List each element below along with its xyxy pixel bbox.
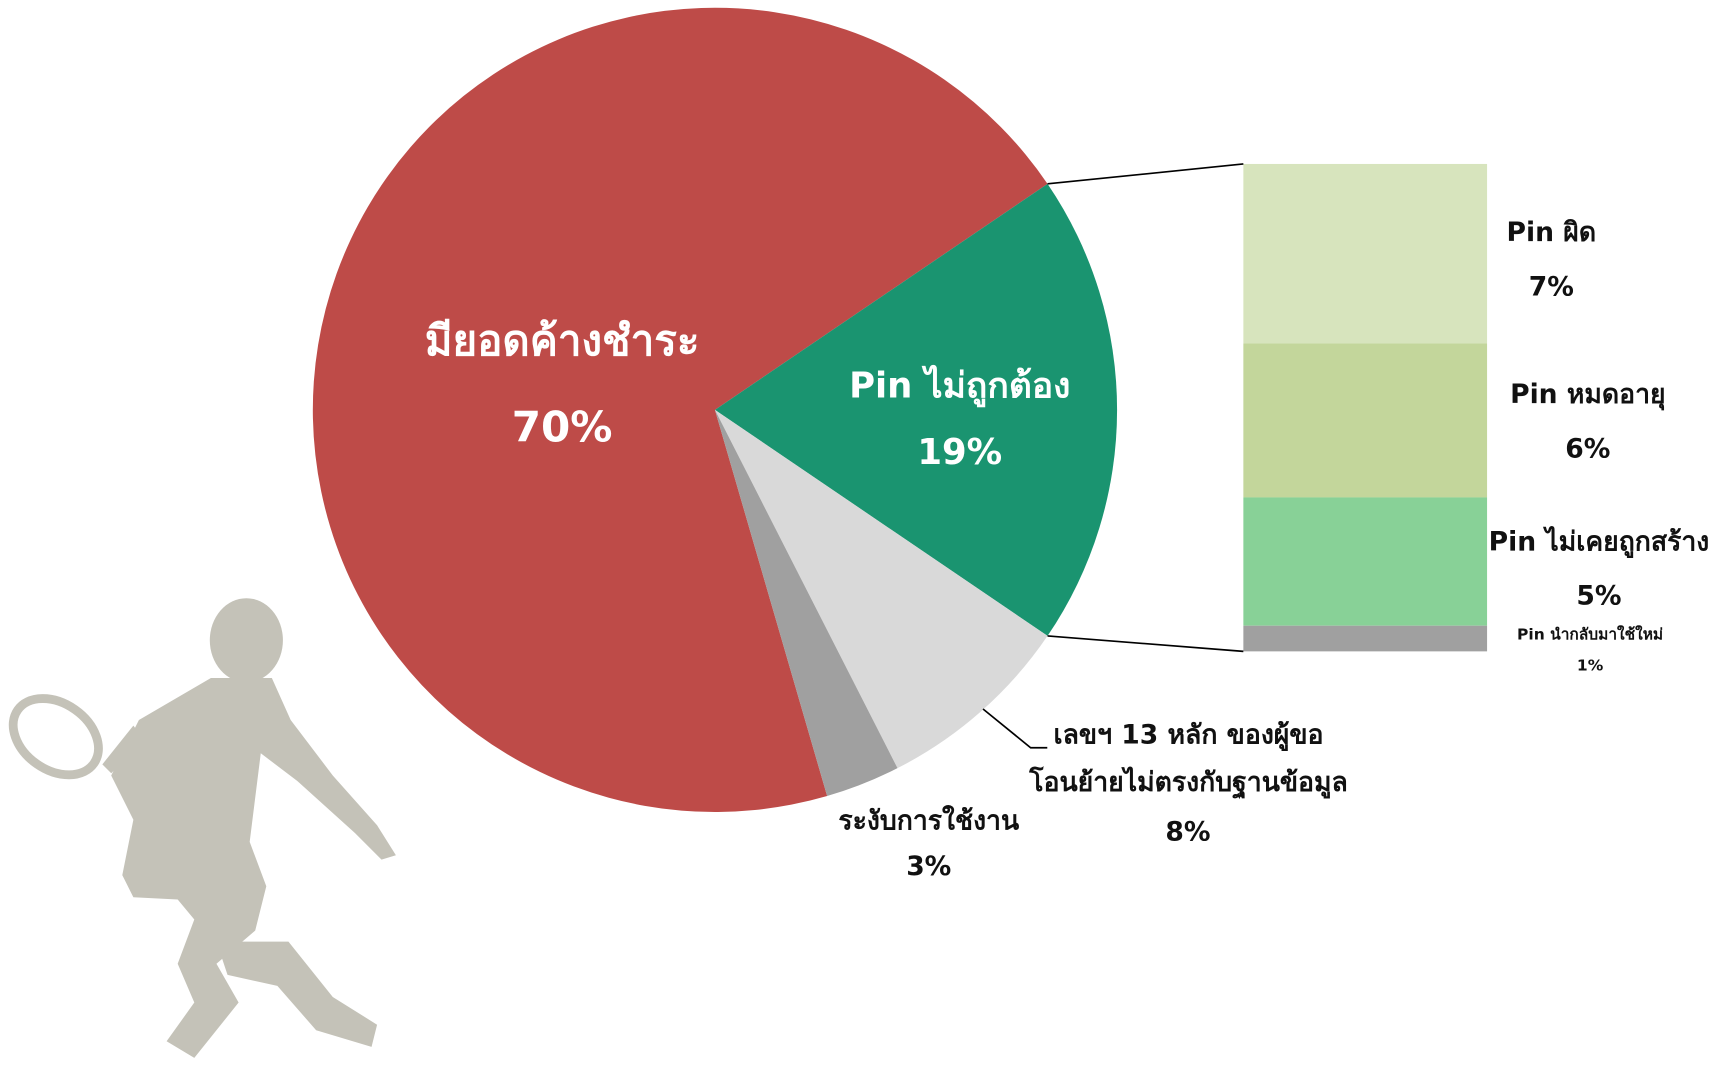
slice-label: มียอดค้างชำระ — [425, 316, 700, 365]
breakdown-value-label: 1% — [1577, 656, 1604, 674]
slice-value-label: 19% — [917, 432, 1002, 473]
breakdown-label: Pin ผิด — [1507, 217, 1597, 248]
slice-label-box: เลขฯ 13 หลัก ของผู้ขอ โอนย้ายไม่ตรงกับฐา… — [1029, 718, 1348, 798]
slice-value-label: 8% — [1165, 817, 1210, 848]
slice-value-label: 3% — [906, 851, 951, 882]
breakdown-bar — [1243, 625, 1488, 652]
breakdown-value-label: 7% — [1529, 272, 1574, 303]
pie-slice — [312, 7, 1048, 812]
pie-slice — [714, 183, 1118, 636]
leader-line — [982, 708, 1048, 749]
pie-slice — [714, 409, 898, 797]
breakdown-value-label: 5% — [1576, 581, 1621, 612]
breakdown-bar — [1243, 497, 1488, 626]
slice-label: เลขฯ 13 หลัก ของผู้ขอ โอนย้ายไม่ตรงกับฐา… — [1029, 718, 1348, 798]
slice-label: ระงับการใช้งาน — [838, 804, 1019, 836]
breakdown-bar — [1243, 343, 1488, 498]
pie-slice — [714, 409, 1048, 769]
player-silhouette — [8, 598, 396, 1058]
breakdown-label: Pin หมดอายุ — [1510, 379, 1666, 411]
slice-label: Pin ไม่ถูกต้อง — [849, 365, 1070, 408]
breakdown-label: Pin ไม่เคยถูกสร้าง — [1489, 525, 1710, 558]
connector-line — [1047, 163, 1244, 185]
breakdown-value-label: 6% — [1565, 433, 1610, 464]
connector-line — [1047, 635, 1244, 653]
breakdown-bar — [1243, 163, 1488, 344]
breakdown-label: Pin นำกลับมาใช้ใหม่ — [1517, 624, 1663, 643]
slice-value-label: 70% — [512, 402, 613, 451]
